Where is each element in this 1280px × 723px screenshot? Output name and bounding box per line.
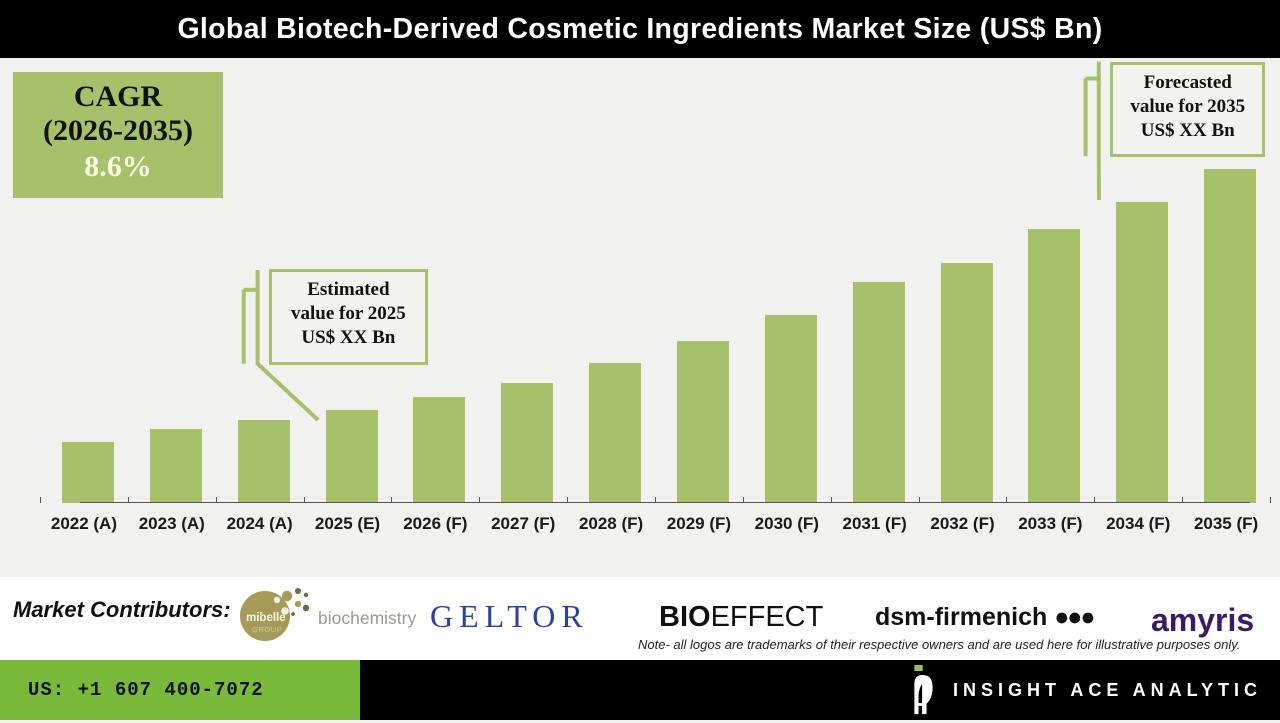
svg-text:biochemistry: biochemistry	[318, 608, 416, 628]
svg-text:GROUP: GROUP	[252, 625, 282, 634]
svg-text:mibelle: mibelle	[246, 612, 286, 624]
